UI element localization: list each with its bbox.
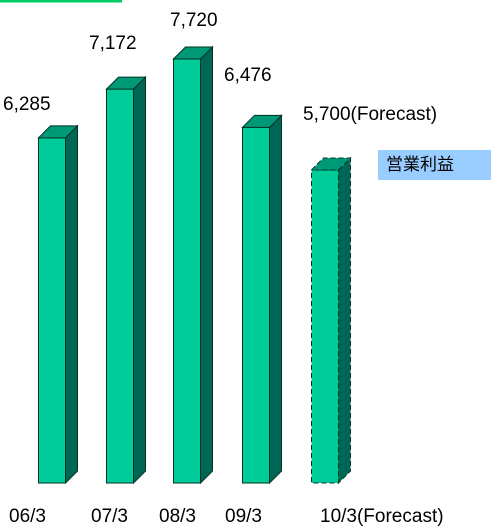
- bar-side: [200, 45, 213, 485]
- bar-side: [133, 75, 146, 485]
- bar-10/3(Forecast): [310, 156, 352, 485]
- category-labels-group: 06/3 07/3 08/3 09/3 10/3(Forecast): [9, 506, 444, 527]
- data-label-08/3: 7,720: [170, 10, 218, 31]
- bar-09/3: [241, 114, 283, 485]
- bars-group: [37, 45, 352, 485]
- bar-side: [338, 156, 351, 485]
- bar-front: [173, 58, 201, 484]
- operating-profit-callout: 営業利益: [378, 150, 491, 180]
- category-label-08/3: 08/3: [159, 506, 196, 527]
- bar-top: [172, 46, 214, 60]
- data-label-09/3: 6,476: [224, 65, 272, 86]
- data-label-10/3(Forecast): 5,700(Forecast): [303, 104, 437, 125]
- bar-side: [269, 114, 282, 485]
- bar-side: [65, 124, 78, 485]
- data-labels-group: 6,285 7,172 7,720 6,476 5,700(Forecast): [3, 10, 437, 125]
- category-label-07/3: 07/3: [91, 506, 128, 527]
- bar-08/3: [172, 45, 214, 485]
- bar-07/3: [105, 75, 147, 485]
- bar-front: [311, 169, 339, 484]
- bar-top: [105, 76, 147, 90]
- bar-top: [241, 114, 283, 128]
- bar-06/3: [37, 124, 79, 485]
- bar-front: [38, 137, 66, 484]
- data-label-07/3: 7,172: [89, 33, 137, 54]
- bar-front: [106, 88, 134, 484]
- category-label-09/3: 09/3: [225, 506, 262, 527]
- callout-text: 営業利益: [386, 155, 454, 175]
- category-label-06/3: 06/3: [9, 506, 46, 527]
- bar-front: [242, 126, 270, 484]
- category-label-10/3(Forecast): 10/3(Forecast): [320, 506, 444, 527]
- data-label-06/3: 6,285: [3, 94, 51, 115]
- bar-top: [37, 125, 79, 139]
- bar-top: [310, 157, 352, 171]
